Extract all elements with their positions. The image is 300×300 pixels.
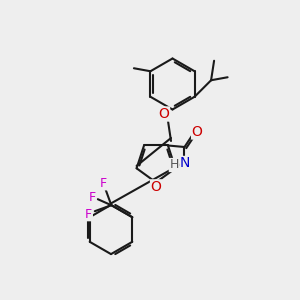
Text: F: F — [89, 191, 96, 204]
Text: O: O — [159, 107, 170, 121]
Text: O: O — [151, 180, 161, 194]
Text: O: O — [192, 125, 203, 139]
Text: N: N — [180, 157, 190, 170]
Text: F: F — [85, 208, 92, 221]
Text: H: H — [169, 158, 179, 172]
Text: F: F — [100, 177, 107, 190]
